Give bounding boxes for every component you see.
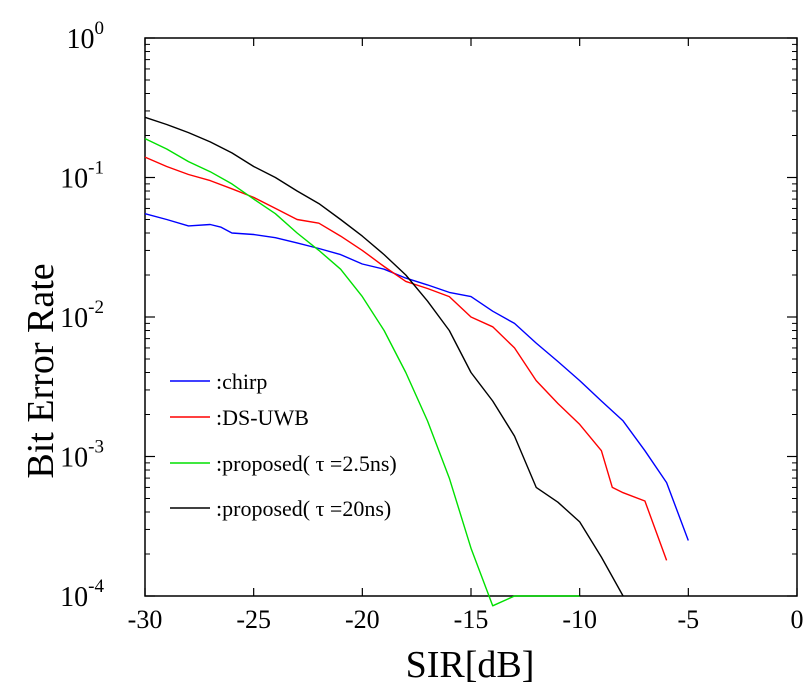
- y-tick-label: 100: [67, 18, 105, 55]
- x-tick-label: -30: [128, 605, 163, 634]
- x-tick-label: -25: [236, 605, 271, 634]
- x-tick-label: 0: [791, 605, 804, 634]
- legend-label-2: :DS-UWB: [216, 405, 309, 430]
- x-tick-label: -5: [677, 605, 699, 634]
- y-tick-label: 10-3: [60, 437, 104, 474]
- series-line-3: [144, 137, 580, 607]
- curves-layer: [144, 116, 689, 607]
- x-axis-label: SIR[dB]: [406, 644, 535, 686]
- legend-label-4: :proposed( τ =20ns): [216, 496, 391, 521]
- y-tick-label: 10-4: [60, 576, 104, 613]
- y-tick-label: 10-2: [60, 297, 104, 334]
- series-line-2: [144, 156, 668, 561]
- series-line-1: [144, 213, 689, 541]
- x-axis-ticks: -30 -25 -20 -15 -10 -5 0: [128, 38, 804, 634]
- x-tick-label: -20: [345, 605, 380, 634]
- y-axis-ticks: 10-4 10-3 10-2 10-1 100: [60, 18, 797, 613]
- series-line-4: [144, 116, 624, 597]
- legend-label-3: :proposed( τ =2.5ns): [216, 451, 397, 476]
- legend: :chirp :DS-UWB :proposed( τ =2.5ns) :propos…: [170, 369, 397, 521]
- legend-label-1: :chirp: [216, 369, 267, 394]
- x-tick-label: -10: [562, 605, 597, 634]
- x-tick-label: -15: [454, 605, 489, 634]
- y-tick-label: 10-1: [60, 158, 104, 195]
- y-axis-label: Bit Error Rate: [20, 263, 62, 478]
